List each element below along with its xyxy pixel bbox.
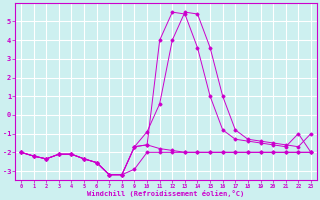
X-axis label: Windchill (Refroidissement éolien,°C): Windchill (Refroidissement éolien,°C) bbox=[87, 190, 244, 197]
